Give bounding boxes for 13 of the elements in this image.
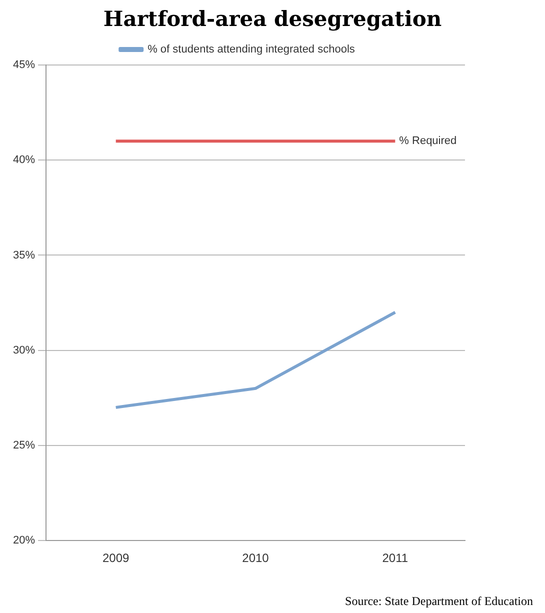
- y-tick-label: 45%: [12, 59, 36, 72]
- chart-title: Hartford-area desegregation: [102, 6, 443, 31]
- x-tick-label: 2011: [382, 551, 408, 566]
- series-label: % Required: [399, 135, 457, 148]
- y-tick-label: 20%: [12, 534, 36, 547]
- y-tick-label: 35%: [12, 249, 36, 262]
- legend-label: % of students attending integrated schools: [148, 44, 356, 56]
- y-tick-label: 30%: [12, 344, 36, 356]
- y-tick-label: 25%: [12, 440, 36, 452]
- source-note: Source: State Department of Education: [345, 594, 533, 609]
- x-tick-label: 2009: [102, 551, 130, 566]
- x-tick-label: 2010: [242, 551, 270, 566]
- y-tick-label: 40%: [12, 154, 36, 166]
